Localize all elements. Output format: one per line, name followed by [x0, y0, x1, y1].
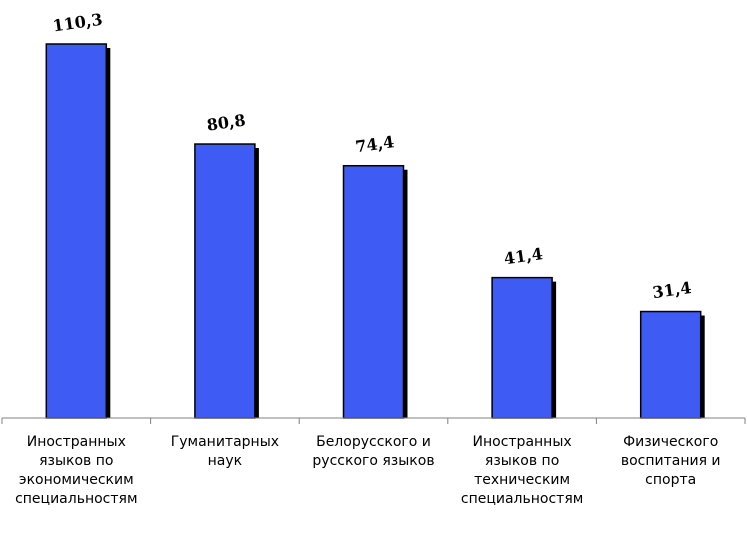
x-axis: [1, 417, 746, 424]
bar: [491, 276, 553, 419]
bars: [45, 43, 702, 419]
bar: [639, 310, 702, 419]
value-label: 110,3: [51, 10, 103, 36]
value-label: 41,4: [503, 244, 544, 268]
value-label: 74,4: [354, 132, 395, 156]
category-label: Физического воспитания и спорта: [620, 434, 721, 488]
category-label: Гуманитарных наук: [170, 434, 280, 469]
value-label: 31,4: [651, 278, 692, 302]
value-labels: 110,3 80,8 74,4 41,4 31,4: [51, 10, 692, 303]
bar: [194, 143, 256, 419]
category-label: Иностранных языков по экономическим спец…: [15, 434, 138, 507]
value-label: 80,8: [206, 110, 247, 134]
category-label: Белорусского и русского языков: [312, 434, 435, 469]
category-label: Иностранных языков по техническим специа…: [460, 434, 584, 507]
bar: [342, 164, 405, 419]
bar: [45, 43, 108, 419]
